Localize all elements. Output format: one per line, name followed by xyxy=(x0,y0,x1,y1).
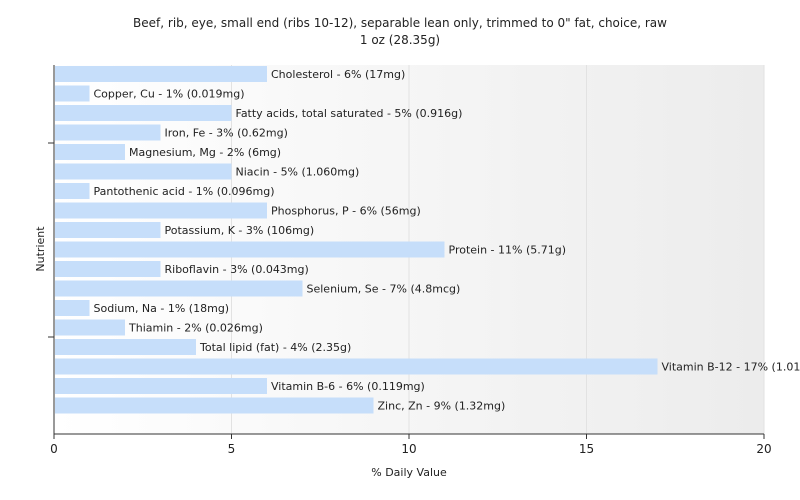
bar-label: Selenium, Se - 7% (4.8mcg) xyxy=(307,283,461,296)
bar xyxy=(55,144,125,160)
bar-label: Vitamin B-6 - 6% (0.119mg) xyxy=(271,380,425,393)
x-tick-label: 10 xyxy=(401,442,416,456)
x-axis-label: % Daily Value xyxy=(371,466,447,479)
bar-label: Fatty acids, total saturated - 5% (0.916… xyxy=(236,107,463,120)
bar-label: Riboflavin - 3% (0.043mg) xyxy=(165,263,309,276)
bar xyxy=(55,66,267,82)
bar xyxy=(55,261,161,277)
bar-label: Sodium, Na - 1% (18mg) xyxy=(94,302,230,315)
bar-label: Potassium, K - 3% (106mg) xyxy=(165,224,315,237)
bar xyxy=(55,85,90,102)
x-tick-label: 0 xyxy=(50,442,58,456)
bar xyxy=(55,280,303,297)
y-axis-label: Nutrient xyxy=(34,226,47,272)
bar-labels: Cholesterol - 6% (17mg) Copper, Cu - 1% (… xyxy=(94,68,800,413)
bar-label: Total lipid (fat) - 4% (2.35g) xyxy=(199,341,351,354)
bar xyxy=(55,358,658,375)
bar-label: Niacin - 5% (1.060mg) xyxy=(236,166,360,179)
bar xyxy=(55,163,232,180)
bar xyxy=(55,339,196,355)
bar-label: Phosphorus, P - 6% (56mg) xyxy=(271,205,421,218)
chart-title-line-1: Beef, rib, eye, small end (ribs 10-12), … xyxy=(133,16,667,30)
bar-label: Pantothenic acid - 1% (0.096mg) xyxy=(94,185,275,198)
x-ticks: 0 5 10 15 20 xyxy=(50,434,772,456)
bar-label: Iron, Fe - 3% (0.62mg) xyxy=(165,127,288,140)
bar xyxy=(55,222,161,238)
bar xyxy=(55,202,267,219)
bar-label: Copper, Cu - 1% (0.019mg) xyxy=(94,88,245,101)
bar xyxy=(55,378,267,394)
bar xyxy=(55,105,232,121)
bars xyxy=(55,66,658,414)
x-tick-label: 15 xyxy=(579,442,594,456)
bar xyxy=(55,397,374,414)
bar-label: Zinc, Zn - 9% (1.32mg) xyxy=(378,400,506,413)
x-tick-label: 5 xyxy=(228,442,236,456)
bar-label: Thiamin - 2% (0.026mg) xyxy=(128,322,263,335)
bar-label: Vitamin B-12 - 17% (1.01mcg) xyxy=(662,361,800,374)
bar xyxy=(55,241,445,258)
bar xyxy=(55,124,161,141)
x-tick-label: 20 xyxy=(756,442,771,456)
bar xyxy=(55,319,125,336)
bar-label: Cholesterol - 6% (17mg) xyxy=(271,68,405,81)
bar-label: Protein - 11% (5.71g) xyxy=(449,244,567,257)
bar-label: Magnesium, Mg - 2% (6mg) xyxy=(129,146,281,159)
chart-title-line-2: 1 oz (28.35g) xyxy=(360,33,440,47)
bar xyxy=(55,183,90,199)
bar xyxy=(55,300,90,316)
